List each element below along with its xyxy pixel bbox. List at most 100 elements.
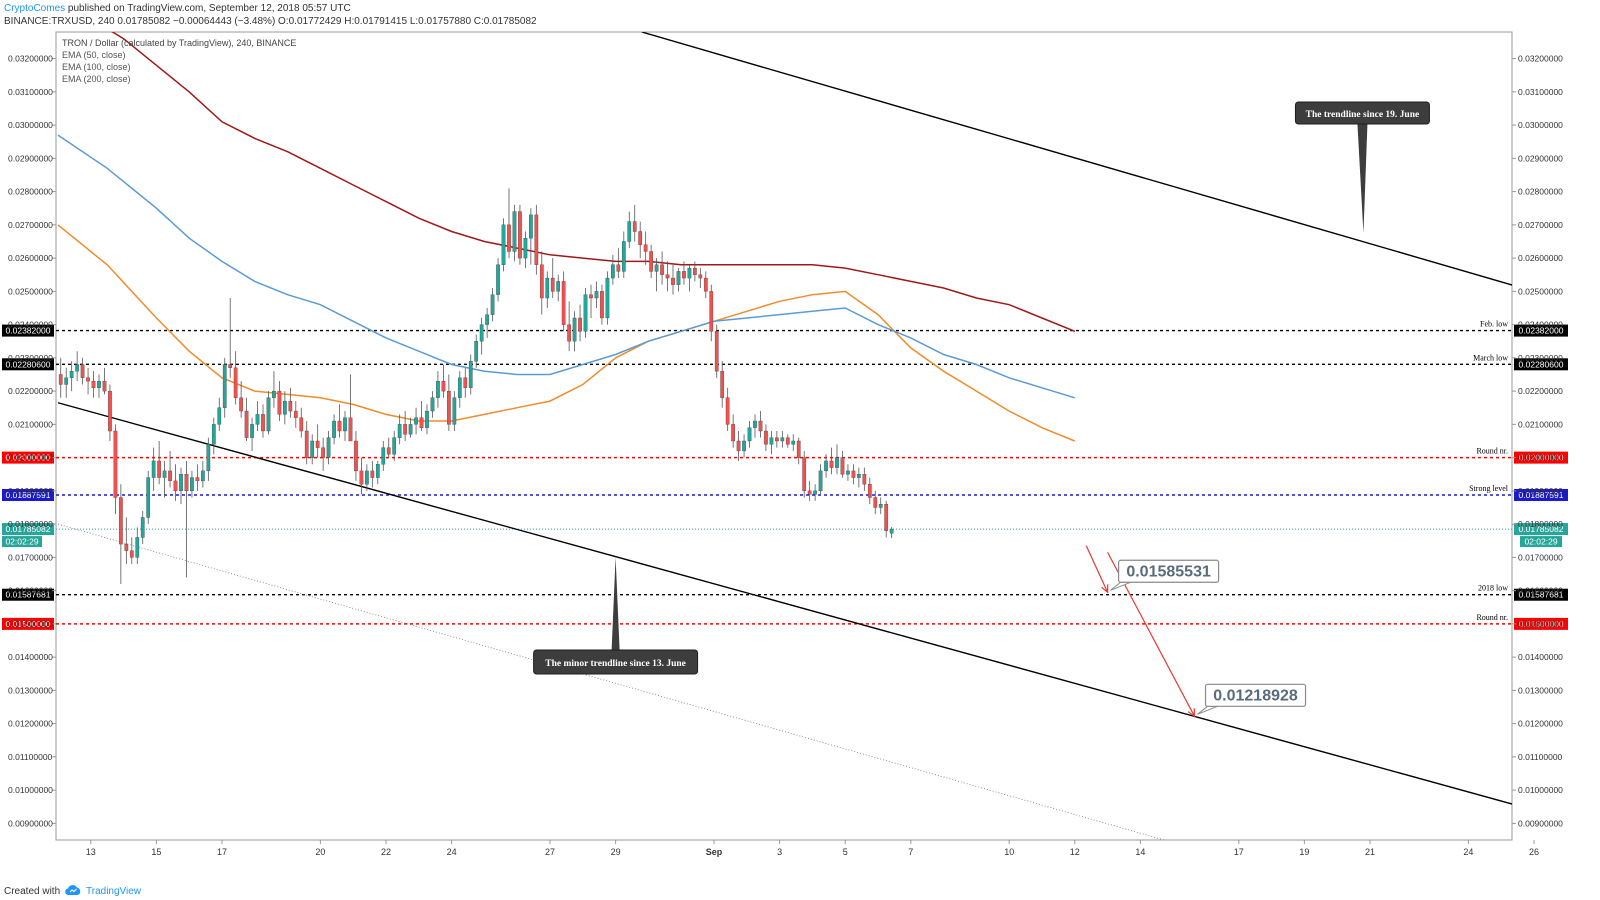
candle-body — [250, 424, 254, 438]
candle-body — [824, 460, 828, 472]
candle — [244, 397, 249, 441]
price-tick-label-left: 0.02200000 — [8, 386, 53, 396]
candle — [807, 480, 812, 501]
last-price-tag-left-text: 0.01785082 — [6, 524, 51, 534]
callout-text: The trendline since 19. June — [1306, 110, 1420, 120]
legend-ema200: EMA (200, close) — [62, 74, 131, 84]
candle — [785, 434, 790, 448]
candle — [693, 261, 697, 282]
candle — [359, 457, 364, 495]
candle — [452, 391, 457, 432]
candle — [523, 231, 528, 269]
level-tag-right — [1514, 324, 1568, 337]
candle — [255, 401, 260, 432]
candle — [703, 271, 708, 299]
last-price-tag-right-text: 0.01785082 — [1519, 524, 1564, 534]
candle — [75, 351, 79, 382]
candle — [397, 414, 402, 445]
candle — [714, 324, 719, 378]
price-tick-label-right: 0.02300000 — [1518, 353, 1563, 363]
candle — [140, 510, 145, 545]
candle — [764, 424, 768, 451]
candle-body — [851, 470, 856, 478]
candle-body — [627, 221, 632, 242]
candle — [736, 431, 741, 461]
candle — [780, 431, 785, 448]
price-tick-label-left: 0.02400000 — [8, 320, 53, 330]
footer: Created with TradingView — [0, 882, 1600, 900]
candle-body — [709, 291, 714, 332]
candle — [129, 537, 134, 565]
candle — [867, 477, 872, 505]
dotted-trendline — [57, 523, 1166, 840]
candle — [616, 248, 621, 279]
publisher-name[interactable]: CryptoComes — [4, 3, 66, 14]
time-tick-label: 17 — [1234, 847, 1244, 857]
price-tick-label-right: 0.02600000 — [1518, 253, 1563, 263]
candle — [310, 434, 315, 465]
level-tag-right — [1514, 588, 1568, 601]
candle-body — [829, 460, 834, 468]
candle — [534, 204, 539, 275]
price-tick-label-right: 0.01700000 — [1518, 552, 1563, 562]
candle-body — [408, 424, 413, 435]
tradingview-cloud-icon — [65, 885, 81, 895]
level-tag-right-text: 0.02280600 — [1519, 359, 1564, 369]
level-tag-left — [2, 358, 54, 371]
candle — [233, 351, 238, 405]
candle-body — [671, 277, 675, 285]
candle-body — [113, 430, 118, 498]
candle-body — [873, 497, 878, 508]
price-tick-label-left: 0.01100000 — [8, 752, 53, 762]
price-tick-label-right: 0.02700000 — [1518, 220, 1563, 230]
countdown-tag-right-text: 02:02:29 — [1524, 537, 1557, 547]
target-value-label: 0.01218928 — [1213, 687, 1298, 704]
candle — [173, 464, 178, 501]
candle-body — [64, 377, 69, 385]
trendline — [641, 32, 1512, 286]
level-tag-left-text: 0.02280600 — [6, 359, 51, 369]
candle — [222, 357, 227, 418]
price-tick-label-right: 0.01100000 — [1518, 752, 1563, 762]
candle-body — [441, 380, 446, 392]
candle-body — [698, 274, 703, 279]
ema100-line — [57, 134, 1076, 399]
price-tick-label-left: 0.01300000 — [8, 685, 53, 695]
level-tag-right-text: 0.01500000 — [1519, 619, 1564, 629]
candle-body — [550, 277, 555, 292]
target-callout-box — [1117, 559, 1220, 583]
candle-body — [665, 274, 670, 279]
candle — [567, 301, 571, 352]
candle-body — [75, 364, 79, 372]
plot-frame — [55, 31, 1513, 841]
level-tag-right-text: 0.01587681 — [1519, 590, 1564, 600]
candle — [671, 264, 675, 295]
candle — [829, 447, 834, 475]
candle-body — [736, 440, 741, 452]
time-tick-label: Sep — [706, 847, 723, 857]
candle — [720, 361, 725, 408]
price-tick-label-left: 0.01600000 — [8, 586, 53, 596]
time-tick-label: 17 — [217, 847, 227, 857]
level-tag-right — [1514, 451, 1568, 464]
candle-body — [616, 264, 621, 272]
candle — [775, 431, 779, 448]
created-with-text: Created with — [4, 886, 61, 897]
candle-body — [151, 460, 156, 478]
candle-body — [507, 224, 511, 252]
candle — [58, 357, 63, 398]
candle — [304, 421, 309, 465]
candle-body — [354, 440, 358, 472]
level-label: 2018 low — [1478, 584, 1508, 593]
level-tag-right — [1514, 358, 1568, 371]
candle-body — [321, 447, 325, 458]
level-label: Round nr. — [1476, 447, 1508, 456]
tradingview-brand[interactable]: TradingView — [86, 886, 142, 897]
candle — [419, 401, 424, 432]
candle — [589, 284, 593, 318]
price-tick-label-left: 0.01400000 — [8, 652, 53, 662]
ema200-line — [111, 32, 1076, 332]
legend-ema100: EMA (100, close) — [62, 62, 131, 72]
candle — [370, 460, 375, 488]
